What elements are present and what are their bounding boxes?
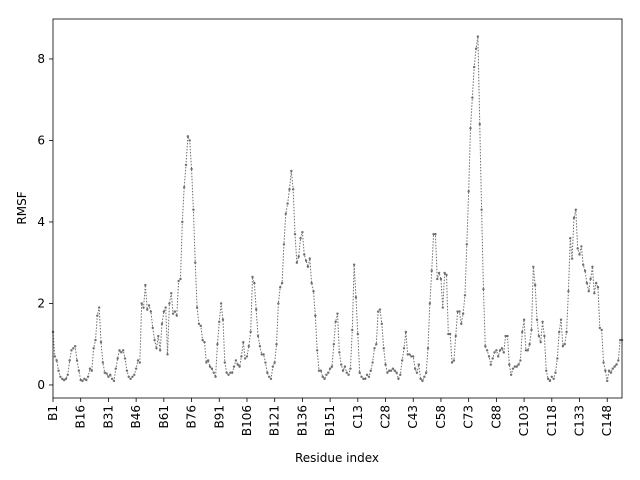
x-tick-label: B106 — [240, 405, 254, 436]
x-tick-label: C43 — [406, 405, 420, 429]
x-tick-label: B61 — [157, 405, 171, 429]
y-tick-label: 2 — [37, 296, 45, 310]
y-tick-label: 6 — [37, 133, 45, 147]
x-tick-label: B16 — [74, 405, 88, 429]
x-tick-label: C133 — [573, 405, 587, 436]
rmsf-line — [51, 35, 624, 383]
x-tick-label: C148 — [600, 405, 614, 436]
plot-frame — [52, 18, 623, 399]
x-tick-label: B31 — [101, 405, 115, 429]
x-tick-label: B46 — [129, 405, 143, 429]
x-tick-label: C103 — [517, 405, 531, 436]
x-tick-label: C28 — [379, 405, 393, 429]
y-tick-label: 4 — [37, 215, 45, 229]
x-tick-label: B91 — [212, 405, 226, 429]
x-tick-label: B136 — [295, 405, 309, 436]
x-tick-label: C88 — [489, 405, 503, 429]
x-tick-label: B76 — [185, 405, 199, 429]
y-tick-label: 0 — [37, 378, 45, 392]
x-tick-label: B121 — [268, 405, 282, 436]
x-tick-label: B1 — [46, 405, 60, 421]
x-axis-label: Residue index — [295, 451, 379, 465]
x-tick-label: B151 — [323, 405, 337, 436]
x-tick-label: C73 — [462, 405, 476, 429]
x-tick-label: C58 — [434, 405, 448, 429]
x-tick-label: C13 — [351, 405, 365, 429]
x-tick-label: C118 — [545, 405, 559, 436]
y-axis-label: RMSF — [15, 191, 29, 224]
y-tick-label: 8 — [37, 52, 45, 66]
